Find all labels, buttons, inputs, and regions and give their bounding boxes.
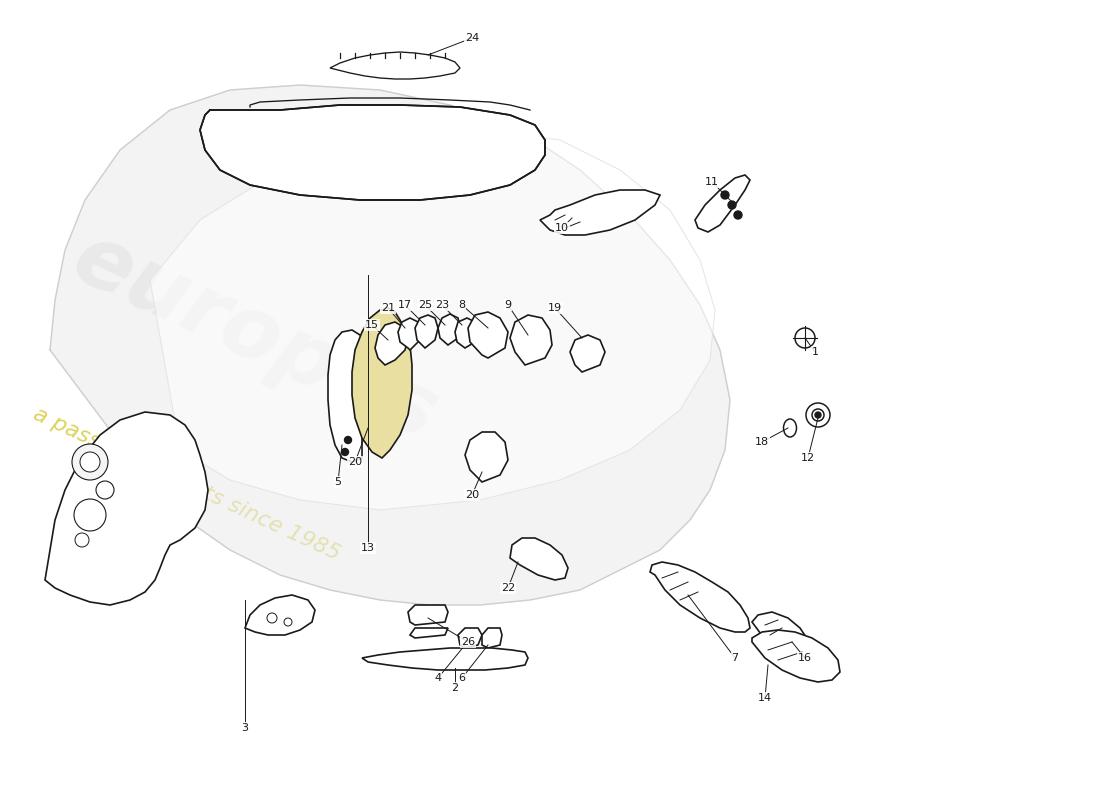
Polygon shape <box>352 308 412 458</box>
Text: 2: 2 <box>451 683 459 693</box>
Circle shape <box>284 618 292 626</box>
Circle shape <box>806 403 830 427</box>
Circle shape <box>720 191 729 199</box>
Polygon shape <box>408 605 448 625</box>
Text: 18: 18 <box>755 437 769 447</box>
Polygon shape <box>510 538 568 580</box>
Polygon shape <box>150 130 715 510</box>
Text: 5: 5 <box>334 477 341 487</box>
Circle shape <box>267 613 277 623</box>
Text: 12: 12 <box>801 453 815 463</box>
Text: 23: 23 <box>434 300 449 310</box>
Circle shape <box>74 499 106 531</box>
Text: 14: 14 <box>758 693 772 703</box>
Circle shape <box>795 328 815 348</box>
Circle shape <box>80 452 100 472</box>
Text: 21: 21 <box>381 303 395 313</box>
Text: 8: 8 <box>459 300 465 310</box>
Text: 24: 24 <box>465 33 480 43</box>
Text: 9: 9 <box>505 300 512 310</box>
Circle shape <box>341 449 349 455</box>
Circle shape <box>72 444 108 480</box>
Circle shape <box>728 201 736 209</box>
Polygon shape <box>650 562 750 632</box>
Polygon shape <box>245 595 315 635</box>
Polygon shape <box>45 412 208 605</box>
Text: europes: europes <box>60 217 451 458</box>
Polygon shape <box>540 190 660 235</box>
Text: 22: 22 <box>500 583 515 593</box>
Text: 7: 7 <box>732 653 738 663</box>
Text: 17: 17 <box>398 300 412 310</box>
Polygon shape <box>410 628 448 638</box>
Circle shape <box>96 481 114 499</box>
Text: 1: 1 <box>812 347 818 357</box>
Polygon shape <box>50 85 730 605</box>
Polygon shape <box>510 315 552 365</box>
Polygon shape <box>752 630 840 682</box>
Polygon shape <box>695 175 750 232</box>
Polygon shape <box>468 312 508 358</box>
Text: 15: 15 <box>365 320 380 330</box>
Circle shape <box>812 409 824 421</box>
Circle shape <box>75 533 89 547</box>
Text: 11: 11 <box>705 177 719 187</box>
Polygon shape <box>455 318 478 348</box>
Polygon shape <box>328 330 369 462</box>
Text: 26: 26 <box>461 637 475 647</box>
Text: 20: 20 <box>348 457 362 467</box>
Text: 13: 13 <box>361 543 375 553</box>
Text: 16: 16 <box>798 653 812 663</box>
Polygon shape <box>362 648 528 670</box>
Circle shape <box>815 412 821 418</box>
Text: 4: 4 <box>434 673 441 683</box>
Polygon shape <box>415 315 438 348</box>
Polygon shape <box>200 105 544 200</box>
Polygon shape <box>465 432 508 482</box>
Polygon shape <box>570 335 605 372</box>
Polygon shape <box>438 314 460 345</box>
Polygon shape <box>458 628 482 648</box>
Circle shape <box>734 211 742 219</box>
Text: 20: 20 <box>465 490 480 500</box>
Text: a passion for parts since 1985: a passion for parts since 1985 <box>30 404 343 564</box>
Text: 10: 10 <box>556 223 569 233</box>
Text: 6: 6 <box>459 673 465 683</box>
Polygon shape <box>752 612 808 652</box>
Text: 19: 19 <box>548 303 562 313</box>
Polygon shape <box>398 318 420 350</box>
Text: 25: 25 <box>418 300 432 310</box>
Text: 3: 3 <box>242 723 249 733</box>
Polygon shape <box>482 628 502 648</box>
Ellipse shape <box>783 419 796 437</box>
Polygon shape <box>330 52 460 79</box>
Polygon shape <box>375 322 408 365</box>
Circle shape <box>344 437 352 443</box>
